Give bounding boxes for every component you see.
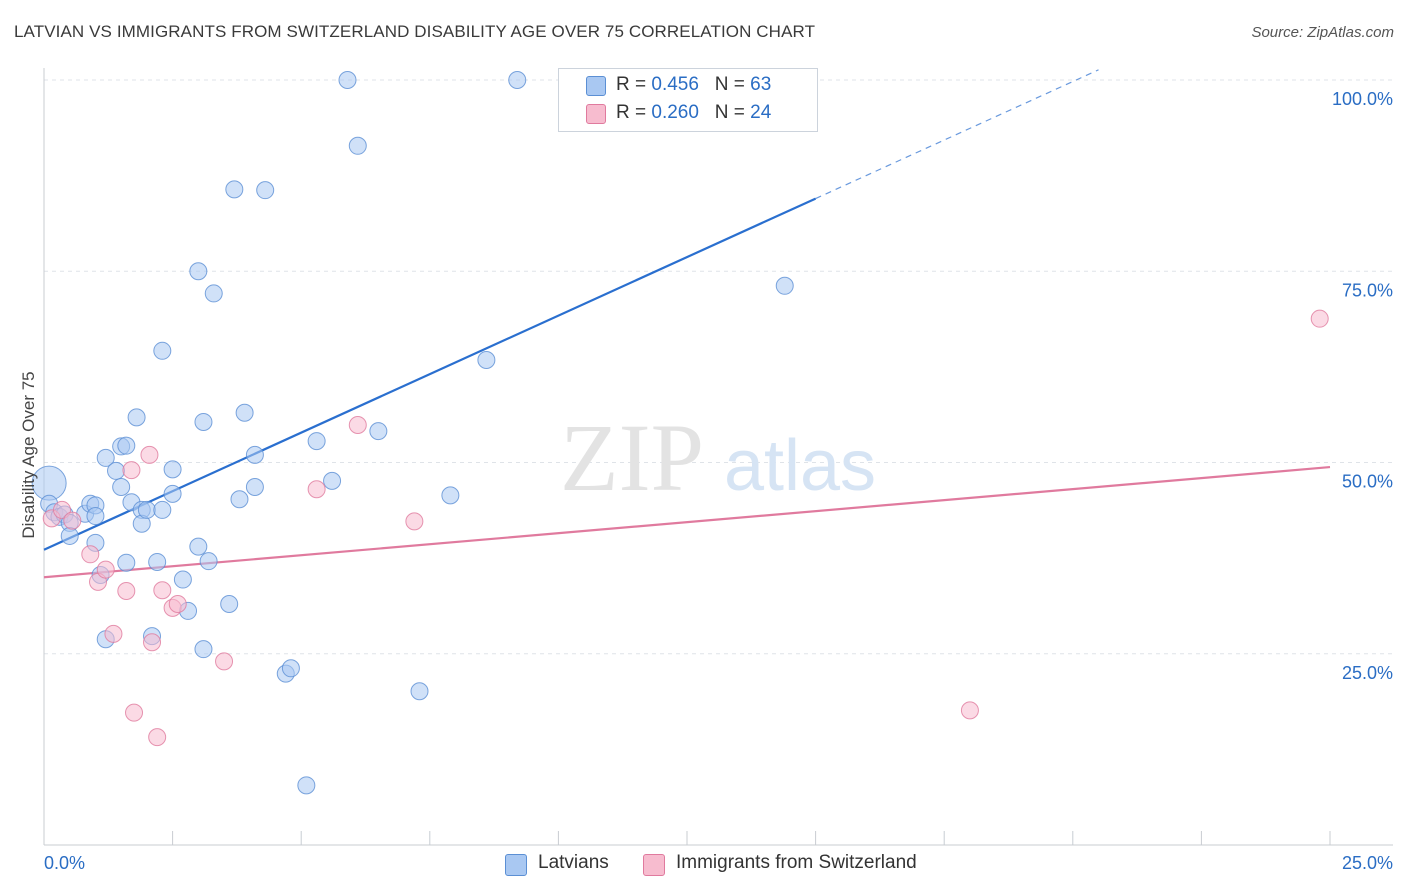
data-point	[148, 552, 167, 571]
data-point	[405, 512, 424, 531]
stats-legend: R = 0.456 N = 63 R = 0.260 N = 24	[558, 68, 818, 132]
legend-n-label: N =	[714, 74, 745, 95]
data-point	[348, 136, 367, 155]
data-point	[117, 436, 136, 455]
data-point	[194, 640, 213, 659]
data-point	[173, 570, 192, 589]
watermark-atlas: atlas	[724, 426, 876, 506]
data-point	[960, 701, 979, 720]
data-point	[508, 71, 527, 89]
axes	[43, 68, 1393, 846]
data-point	[297, 776, 316, 795]
data-point	[410, 682, 429, 701]
data-point	[153, 341, 172, 360]
legend-label-latvians: Latvians	[538, 852, 609, 873]
data-point	[60, 526, 79, 545]
data-point	[122, 461, 141, 480]
data-point	[107, 461, 126, 480]
data-point	[1310, 309, 1329, 328]
y-tick-label: 25.0%	[1342, 663, 1393, 683]
legend-swatch-switzerland	[586, 104, 606, 124]
data-point	[338, 71, 357, 89]
tick-labels: 25.0% 50.0% 75.0% 100.0%	[1332, 89, 1393, 683]
legend-r-label: R =	[616, 102, 647, 123]
data-point	[163, 460, 182, 479]
data-point	[199, 552, 218, 571]
data-point	[81, 545, 100, 564]
legend-r-value: 0.456	[651, 74, 699, 95]
data-point	[230, 490, 249, 509]
data-point	[137, 500, 156, 519]
chart-title: LATVIAN VS IMMIGRANTS FROM SWITZERLAND D…	[14, 22, 816, 41]
data-points	[31, 69, 1329, 795]
y-axis-label: Disability Age Over 75	[19, 371, 38, 538]
data-point	[256, 181, 275, 200]
data-point	[189, 262, 208, 281]
source-credit: Source: ZipAtlas.com	[1251, 24, 1394, 41]
data-point	[323, 471, 342, 490]
legend-r-label: R =	[616, 74, 647, 95]
data-point	[204, 284, 223, 303]
data-point	[245, 445, 264, 464]
data-point	[477, 350, 496, 369]
data-point	[163, 484, 182, 503]
data-point	[348, 416, 367, 435]
trend-line-extension	[815, 69, 1099, 200]
data-point	[117, 582, 136, 601]
y-tick-label: 50.0%	[1342, 472, 1393, 492]
data-point	[369, 422, 388, 441]
data-point	[153, 500, 172, 519]
watermark-zip: ZIP	[560, 404, 704, 511]
data-point	[148, 728, 167, 747]
data-point	[125, 703, 144, 722]
data-point	[127, 408, 146, 427]
data-point	[215, 652, 234, 671]
data-point	[189, 537, 208, 556]
data-point	[775, 276, 794, 295]
data-point	[140, 445, 159, 464]
data-point	[112, 477, 131, 496]
legend-swatch-latvians	[505, 854, 527, 876]
legend-swatch-switzerland	[643, 854, 665, 876]
data-point	[194, 412, 213, 431]
data-point	[225, 180, 244, 199]
data-point	[235, 403, 254, 422]
legend-label-switzerland: Immigrants from Switzerland	[676, 852, 917, 873]
legend-r-value: 0.260	[651, 102, 699, 123]
data-point	[441, 486, 460, 505]
data-point	[117, 553, 136, 572]
legend-swatch-latvians	[586, 76, 606, 96]
legend-n-value: 24	[750, 102, 772, 123]
data-point	[63, 511, 82, 530]
y-tick-label: 75.0%	[1342, 280, 1393, 300]
gridlines	[44, 79, 1393, 655]
x-tick-label-max: 25.0%	[1342, 853, 1393, 873]
data-point	[153, 581, 172, 600]
data-point	[281, 659, 300, 678]
data-point	[96, 560, 115, 579]
data-point	[245, 477, 264, 496]
data-point	[86, 507, 105, 526]
watermark: ZIP atlas	[560, 404, 876, 511]
data-point	[307, 480, 326, 499]
data-point	[168, 595, 187, 614]
data-point	[104, 624, 123, 643]
y-tick-label: 100.0%	[1332, 89, 1393, 109]
legend-n-value: 63	[750, 74, 772, 95]
legend-n-label: N =	[714, 102, 745, 123]
data-point	[307, 432, 326, 451]
data-point	[96, 448, 115, 467]
trend-line	[43, 465, 1331, 579]
x-tick-label-min: 0.0%	[44, 853, 85, 873]
data-point	[143, 633, 162, 652]
data-point	[220, 595, 239, 614]
